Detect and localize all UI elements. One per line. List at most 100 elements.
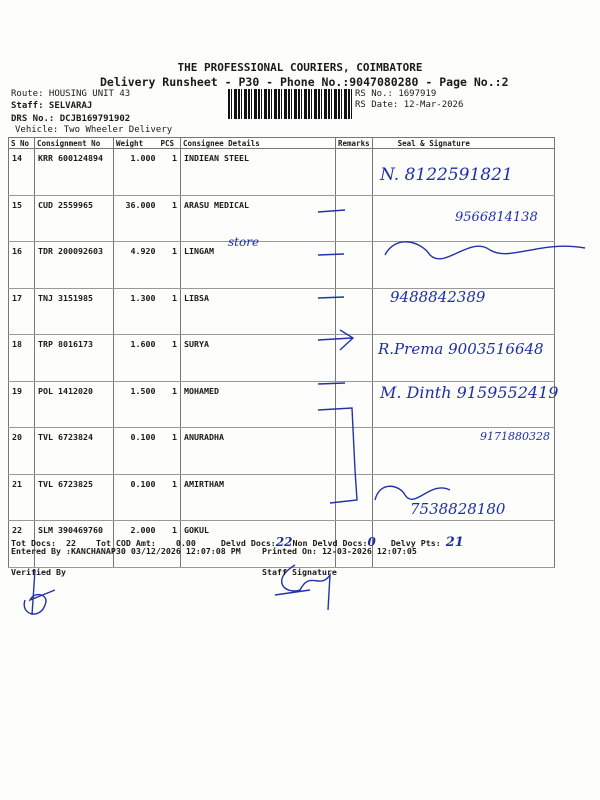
consignment-no-cell: TVL 6723824 [34, 427, 114, 475]
consignee-cell: LINGAM [180, 241, 336, 289]
table-row: 15 CUD 2559965 36.000 1 ARASU MEDICAL [8, 195, 556, 242]
consignee-cell: AMIRTHAM [180, 474, 336, 521]
delvd-docs: 22 [275, 535, 293, 549]
consignee-cell: MOHAMED [180, 381, 336, 428]
rs-no: RS No.: 1697919 [355, 89, 437, 99]
consignment-no-cell: TDR 200092603 [34, 241, 114, 289]
company-name: THE PROFESSIONAL COURIERS, COIMBATORE [177, 61, 423, 74]
vehicle: Vehicle: Two Wheeler Delivery [15, 125, 173, 135]
consignment-no-cell: KRR 600124894 [34, 148, 114, 196]
weight-cell: 4.920 [113, 241, 159, 289]
sno-cell: 22 [8, 520, 35, 568]
sno-cell: 21 [8, 474, 35, 521]
signature-scribble-16 [384, 241, 586, 260]
remark-dash [317, 253, 345, 256]
table-row: 18 TRP 8016173 1.600 1 SURYA [8, 334, 556, 382]
remarks-cell [335, 195, 373, 242]
weight-cell: 1.300 [113, 288, 159, 335]
staff-signature [274, 564, 331, 611]
remark-arrow [317, 329, 355, 351]
tot-cod-label: Tot COD Amt: [95, 538, 156, 548]
col-weight: Weight [113, 137, 159, 149]
sno-cell: 15 [8, 195, 35, 242]
seal-signature-cell [371, 148, 556, 196]
remarks-cell [335, 381, 373, 428]
table-row: 20 TVL 6723824 0.100 1 ANURADHA [8, 427, 556, 475]
handwritten-20: 9171880328 [480, 430, 550, 443]
weight-cell: 1.600 [113, 334, 159, 382]
remark-dash [317, 382, 346, 385]
table-row: 22 SLM 390469760 2.000 1 GOKUL [8, 520, 556, 568]
weight-cell: 0.100 [113, 474, 159, 521]
verified-signature [23, 569, 56, 616]
seal-signature-cell [371, 381, 556, 428]
non-delvd-docs: 0 [367, 535, 376, 549]
weight-cell: 1.000 [113, 148, 159, 196]
runsheet-title: Delivery Runsheet - P30 - Phone No.:9047… [100, 75, 509, 89]
weight-cell: 0.100 [113, 427, 159, 475]
seal-signature-cell [371, 520, 556, 568]
delvy-pts-label: Delvy Pts: [390, 538, 441, 548]
weight-cell: 1.500 [113, 381, 159, 428]
consignment-no-cell: POL 1412020 [34, 381, 114, 428]
staff: Staff: SELVARAJ [11, 101, 93, 111]
seal-signature-cell [371, 241, 556, 289]
staff-signature-label: Staff Signature [262, 567, 337, 577]
consignment-no-cell: CUD 2559965 [34, 195, 114, 242]
seal-signature-cell [371, 334, 556, 382]
tot-docs: 22 [65, 538, 76, 548]
rs-date: RS Date: 12-Mar-2026 [355, 100, 464, 110]
col-consignment: Consignment No [34, 137, 114, 149]
barcode [228, 89, 352, 119]
tot-cod: 0.00 [175, 538, 196, 548]
printed-on: Printed On: 12-03-2026 12:07:05 [262, 546, 417, 556]
table-row: 14 KRR 600124894 1.000 1 INDIEAN STEEL [8, 148, 556, 196]
consignment-no-cell: TRP 8016173 [34, 334, 114, 382]
handwritten-14: N. 8122591821 [380, 165, 513, 185]
col-seal: Seal & Signature [371, 137, 556, 149]
handwritten-18: R.Prema 9003516648 [378, 340, 544, 358]
handwritten-15: 9566814138 [455, 210, 538, 225]
consignee-cell: ANURADHA [180, 427, 336, 475]
entered-by: Entered By :KANCHANAP30 03/12/2026 12:07… [11, 546, 241, 556]
delvy-pts: 21 [445, 535, 464, 550]
consignee-cell: INDIEAN STEEL [180, 148, 336, 196]
consignment-no-cell: TVL 6723825 [34, 474, 114, 521]
seal-signature-cell [371, 288, 556, 335]
non-delvd-label: Non Delvd Docs: [292, 538, 368, 548]
remark-dash [317, 209, 346, 213]
col-consignee: Consignee Details [180, 137, 336, 149]
consignee-cell: SURYA [180, 334, 336, 382]
remark-bracket [317, 407, 358, 504]
table-row: 17 TNJ 3151985 1.300 1 LIBSA [8, 288, 556, 335]
totals-line: Tot Docs: 22 Tot COD Amt: 0.00 Delvd Doc… [11, 535, 464, 550]
consignee-cell: GOKUL [180, 520, 336, 568]
handwritten-19: M. Dinth 9159552419 [380, 383, 559, 402]
consignee-note-16: store [228, 235, 260, 249]
runsheet-table: S No Consignment No Weight PCS Consignee… [8, 137, 556, 568]
route: Route: HOUSING UNIT 43 [11, 89, 131, 99]
remark-dash [317, 296, 345, 299]
seal-signature-cell [371, 427, 556, 475]
drs-no: DRS No.: DCJB169791902 [11, 114, 131, 124]
table-row: 21 TVL 6723825 0.100 1 AMIRTHAM [8, 474, 556, 521]
weight-cell: 2.000 [113, 520, 159, 568]
delvd-label: Delvd Docs: [220, 538, 276, 548]
consignee-cell: ARASU MEDICAL [180, 195, 336, 242]
remarks-cell [335, 148, 373, 196]
signature-scribble-22 [374, 485, 451, 501]
seal-signature-cell [371, 474, 556, 521]
handwritten-22: 7538828180 [410, 500, 506, 518]
consignee-cell: LIBSA [180, 288, 336, 335]
seal-signature-cell [371, 195, 556, 242]
verified-by-label: Verified By [11, 567, 66, 577]
handwritten-17: 9488842389 [390, 288, 486, 306]
consignment-no-cell: SLM 390469760 [34, 520, 114, 568]
table-row: 19 POL 1412020 1.500 1 MOHAMED [8, 381, 556, 428]
consignment-no-cell: TNJ 3151985 [34, 288, 114, 335]
table-row: 16 TDR 200092603 4.920 1 LINGAM [8, 241, 556, 289]
sno-cell: 17 [8, 288, 35, 335]
tot-docs-label: Tot Docs: [11, 538, 56, 548]
table-header: S No Consignment No Weight PCS Consignee… [8, 137, 556, 149]
